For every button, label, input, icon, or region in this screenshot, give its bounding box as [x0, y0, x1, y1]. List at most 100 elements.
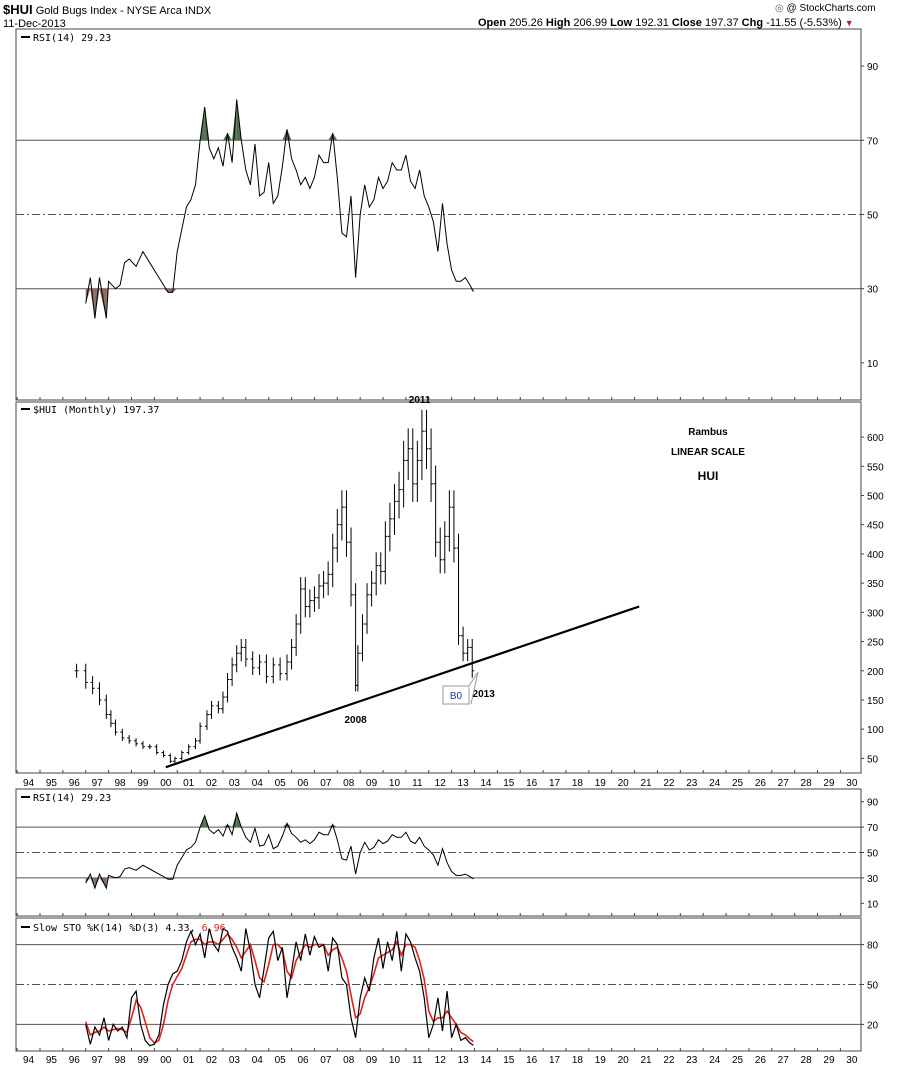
- legend-text: RSI(14) 29.23: [33, 793, 111, 804]
- y-tick-label: 50: [867, 211, 879, 222]
- x-tick-label: 25: [732, 778, 744, 789]
- y-tick-label: 150: [867, 696, 884, 707]
- x-tick-label: 05: [275, 778, 287, 789]
- price-bar: [369, 570, 374, 607]
- y-tick-label: 70: [867, 136, 879, 147]
- price-bar: [312, 586, 317, 612]
- x-tick-label: 94: [23, 778, 35, 789]
- price-bar: [193, 738, 198, 750]
- x-tick-label: 11: [412, 1055, 423, 1066]
- x-tick-label: 00: [160, 778, 172, 789]
- price-bar: [97, 682, 102, 706]
- x-tick-label: 19: [595, 1055, 607, 1066]
- oversold-fill: [172, 288, 178, 293]
- price-bar: [172, 756, 177, 763]
- x-tick-label: 99: [137, 778, 149, 789]
- y-tick-label: 80: [867, 941, 879, 952]
- price-bar: [303, 577, 308, 618]
- x-tick-label: 27: [778, 1055, 790, 1066]
- price-bar: [239, 638, 244, 662]
- price-bar: [353, 583, 358, 692]
- price-bar: [257, 654, 262, 676]
- x-tick-label: 05: [275, 1055, 287, 1066]
- y-tick-label: 30: [867, 285, 879, 296]
- price-bar: [470, 638, 475, 678]
- price-bar: [294, 614, 299, 656]
- oversold-fill: [90, 877, 95, 889]
- x-tick-label: 06: [297, 1055, 309, 1066]
- annotation-2008: 2008: [344, 715, 367, 726]
- x-tick-label: 22: [663, 778, 675, 789]
- stoch-d-line: [84, 932, 474, 1045]
- x-tick-label: 98: [114, 778, 126, 789]
- ohlc-readout: Open 205.26 High 206.99 Low 192.31 Close…: [478, 17, 854, 29]
- price-bar: [335, 508, 340, 563]
- copyright-link[interactable]: ◎ @ StockCharts.com: [775, 3, 876, 14]
- y-tick-label: 10: [867, 359, 879, 370]
- price-bar: [447, 490, 452, 552]
- x-tick-label: 10: [389, 778, 401, 789]
- annotation-author: Rambus: [688, 427, 728, 438]
- price-bar: [134, 738, 139, 747]
- index-name: Gold Bugs Index - NYSE Arca INDX: [35, 5, 212, 17]
- oversold-fill: [85, 288, 91, 304]
- y-tick-label: 50: [867, 981, 879, 992]
- x-tick-label: 10: [389, 1055, 401, 1066]
- price-bar: [355, 645, 360, 692]
- x-tick-label: 14: [480, 778, 492, 789]
- price-bar: [234, 645, 239, 673]
- x-tick-label: 95: [46, 1055, 58, 1066]
- stockcharts-logo-icon: ◎: [775, 3, 784, 14]
- price-bar: [451, 490, 456, 563]
- legend-text: Slow STO %K(14) %D(3) 4.33, 6.96: [33, 923, 226, 934]
- x-tick-label: 95: [46, 778, 58, 789]
- x-tick-label: 97: [92, 1055, 104, 1066]
- price-bar: [209, 700, 214, 719]
- price-bar: [456, 533, 461, 645]
- price-bar: [186, 744, 191, 755]
- callout-pointer: [468, 671, 479, 705]
- y-tick-label: 350: [867, 579, 884, 590]
- oversold-fill: [172, 877, 178, 880]
- x-tick-label: 13: [458, 778, 470, 789]
- price-bar: [374, 552, 379, 596]
- x-tick-label: 18: [572, 1055, 584, 1066]
- oversold-fill: [168, 288, 173, 293]
- price-bar: [225, 673, 230, 703]
- price-bar: [317, 573, 322, 610]
- legend-text: RSI(14) 29.23: [33, 33, 111, 44]
- y-tick-label: 500: [867, 491, 884, 502]
- price-bar: [271, 657, 276, 684]
- price-bar: [298, 577, 303, 634]
- x-tick-label: 29: [823, 1055, 835, 1066]
- legend-top: RSI(14) 29.23: [21, 33, 111, 44]
- price-bar: [461, 626, 466, 662]
- x-tick-label: 20: [618, 778, 630, 789]
- price-bar: [284, 654, 289, 681]
- x-tick-label: 14: [480, 1055, 492, 1066]
- x-tick-label: 08: [343, 1055, 355, 1066]
- price-bar: [264, 654, 269, 684]
- price-bar: [147, 744, 152, 750]
- price-bar: [344, 490, 349, 557]
- x-tick-label: 17: [549, 778, 561, 789]
- oversold-fill: [94, 288, 100, 319]
- y-tick-label: 250: [867, 638, 884, 649]
- x-tick-label: 24: [709, 1055, 721, 1066]
- price-bar: [113, 719, 118, 736]
- price-bar: [326, 561, 331, 596]
- stoch-k-line: [85, 927, 474, 1047]
- price-bar: [378, 552, 383, 585]
- x-tick-label: 26: [755, 1055, 767, 1066]
- price-bar: [401, 440, 406, 508]
- x-tick-label: 15: [503, 1055, 515, 1066]
- price-bar: [74, 663, 79, 678]
- trendline: [165, 605, 640, 769]
- x-tick-label: 03: [229, 778, 241, 789]
- x-tick-label: 99: [137, 1055, 149, 1066]
- price-bar: [243, 638, 248, 667]
- price-bar: [307, 589, 312, 618]
- x-tick-label: 08: [343, 778, 355, 789]
- x-tick-label: 04: [252, 778, 264, 789]
- y-tick-label: 200: [867, 667, 884, 678]
